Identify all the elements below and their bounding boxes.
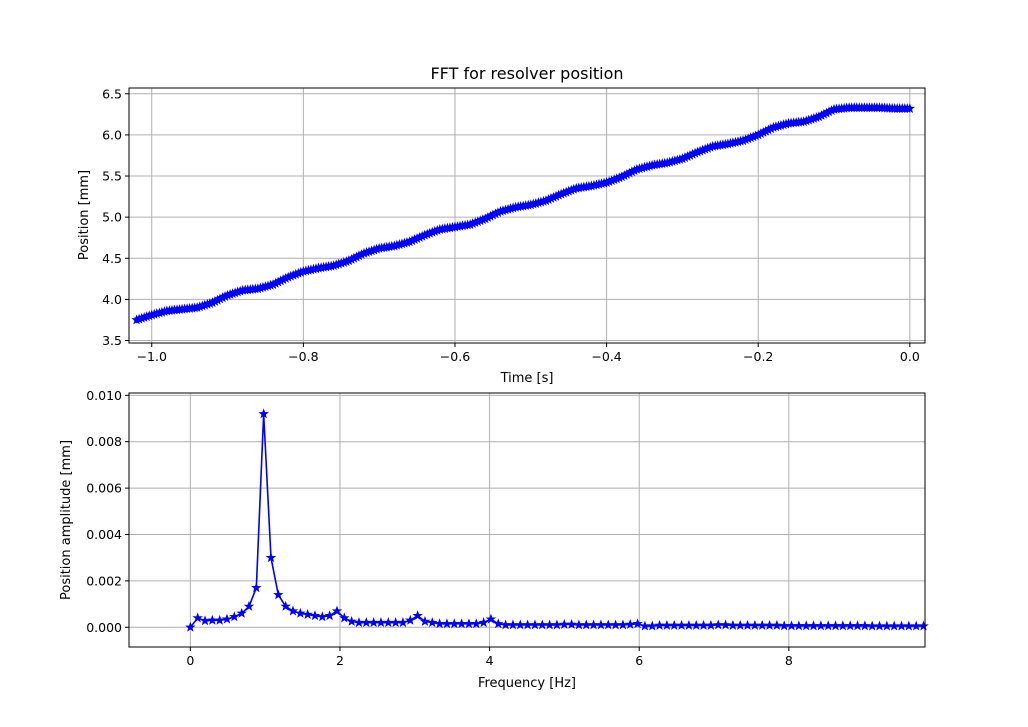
fft-data-point — [485, 613, 497, 624]
fft-data-point — [566, 619, 577, 629]
fft-data-point — [412, 610, 423, 621]
fft-data-point — [221, 613, 233, 624]
fft-data-point — [427, 617, 438, 628]
time-axis-label: Time [s] — [500, 371, 554, 386]
position-data-point — [904, 103, 916, 114]
fft-y-tick-label: 0.002 — [86, 573, 122, 588]
fft-data-point — [251, 582, 262, 593]
fft-data-point — [302, 609, 313, 619]
fft-data-point — [273, 589, 284, 600]
position-x-tick-label: −0.4 — [591, 349, 621, 364]
fft-data-point — [471, 618, 482, 629]
fft-x-tick-label: 8 — [785, 653, 793, 668]
fft-data-point — [185, 621, 196, 632]
position-grid — [129, 88, 925, 343]
fft-series — [185, 408, 929, 632]
amplitude-axis-label: Position amplitude [mm] — [59, 440, 74, 600]
fft-y-tick-label: 0.000 — [86, 620, 122, 635]
fft-y-tick-label: 0.010 — [86, 388, 122, 403]
fft-y-tick-label: 0.006 — [86, 481, 122, 496]
fft-data-point — [258, 408, 269, 419]
fft-data-point — [317, 611, 328, 622]
fft-y-tick-label: 0.008 — [86, 434, 122, 449]
position-plot-frame — [128, 87, 926, 344]
fft-amplitude-subplot: 0 2 4 6 8 0.000 0.002 0.004 0.006 0.008 0.010 Freq… — [59, 388, 929, 691]
position-y-tick-label: 4.5 — [102, 251, 122, 266]
fft-data-point — [405, 614, 416, 625]
fft-data-point — [647, 620, 658, 631]
position-y-tick-label: 6.5 — [102, 86, 122, 101]
position-x-tick-label: −0.6 — [440, 349, 470, 364]
fft-data-point — [397, 617, 409, 628]
fft-x-tick-label: 4 — [486, 653, 494, 668]
fft-data-point — [346, 616, 357, 626]
frequency-axis-label: Frequency [Hz] — [478, 676, 576, 691]
position-x-tick-label: −1.0 — [137, 349, 167, 364]
fft-data-point — [229, 611, 240, 622]
fft-data-point — [339, 612, 350, 623]
fft-data-point — [243, 600, 255, 611]
fft-data-point — [625, 619, 636, 629]
fft-data-point — [918, 620, 929, 631]
position-axis-label: Position [mm] — [77, 170, 92, 260]
fft-data-point — [720, 619, 731, 630]
fft-data-point — [331, 605, 343, 616]
position-time-subplot: FFT for resolver position −1.0 −0.8 −0.6 −0… — [77, 64, 926, 386]
fft-y-tick-label: 0.004 — [86, 527, 122, 542]
position-y-tick-label: 5.0 — [102, 210, 122, 225]
fft-data-point — [192, 612, 203, 623]
fft-grid — [129, 393, 925, 647]
fft-x-tick-label: 6 — [635, 653, 643, 668]
fft-data-point — [493, 618, 504, 629]
fft-x-tick-label: 2 — [336, 653, 344, 668]
fft-data-point — [771, 619, 783, 630]
position-ticks: −1.0 −0.8 −0.6 −0.4 −0.2 0.0 3.5 4.0 4.5 5.0 5.5 6.… — [102, 86, 920, 364]
fft-data-point — [280, 600, 291, 611]
position-y-tick-label: 5.5 — [102, 169, 122, 184]
position-y-tick-label: 6.0 — [102, 127, 122, 142]
position-x-tick-label: −0.8 — [288, 349, 318, 364]
fft-data-point — [419, 616, 431, 626]
fft-data-point — [309, 610, 321, 621]
fft-data-point — [324, 610, 335, 621]
fft-data-point — [295, 607, 306, 618]
position-y-tick-label: 4.0 — [102, 292, 122, 307]
fft-data-point — [478, 617, 489, 628]
fft-data-point — [287, 605, 299, 616]
fft-data-point — [214, 614, 225, 625]
position-x-tick-label: −0.2 — [743, 349, 773, 364]
fft-data-point — [632, 618, 643, 629]
position-y-tick-label: 3.5 — [102, 333, 122, 348]
position-x-tick-label: 0.0 — [900, 349, 920, 364]
fft-x-tick-label: 0 — [186, 653, 194, 668]
fft-ticks: 0 2 4 6 8 0.000 0.002 0.004 0.006 0.008 0.010 — [86, 388, 793, 668]
fft-data-point — [265, 552, 277, 563]
position-series — [131, 102, 916, 325]
fft-data-point — [236, 607, 247, 618]
fft-plot-frame — [128, 392, 926, 648]
chart-title: FFT for resolver position — [430, 64, 623, 83]
